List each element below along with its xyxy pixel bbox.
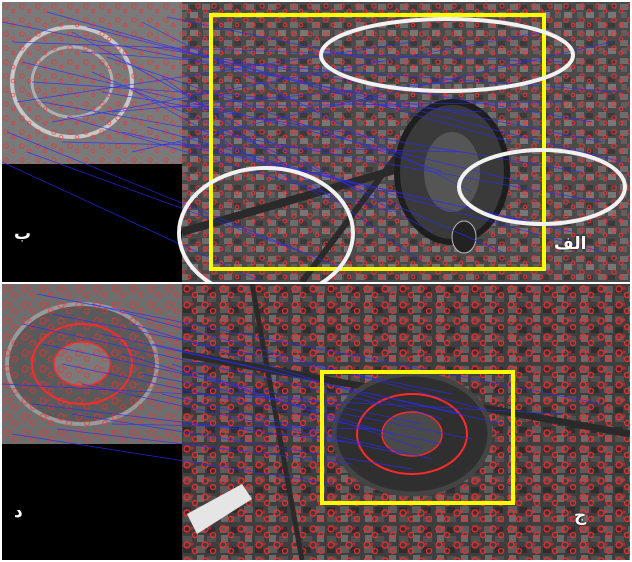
panel-label-be: ب — [14, 224, 32, 244]
top-pair: ب الف — [2, 2, 630, 282]
panel-label-jim: ج — [574, 506, 587, 526]
bottom-pair-image — [2, 284, 630, 560]
panel-separator — [0, 282, 632, 284]
panel-label-dal: د — [14, 502, 23, 522]
panel-label-alef: الف — [554, 234, 587, 254]
top-pair-image — [2, 2, 630, 282]
bottom-pair: د ج — [2, 284, 630, 560]
